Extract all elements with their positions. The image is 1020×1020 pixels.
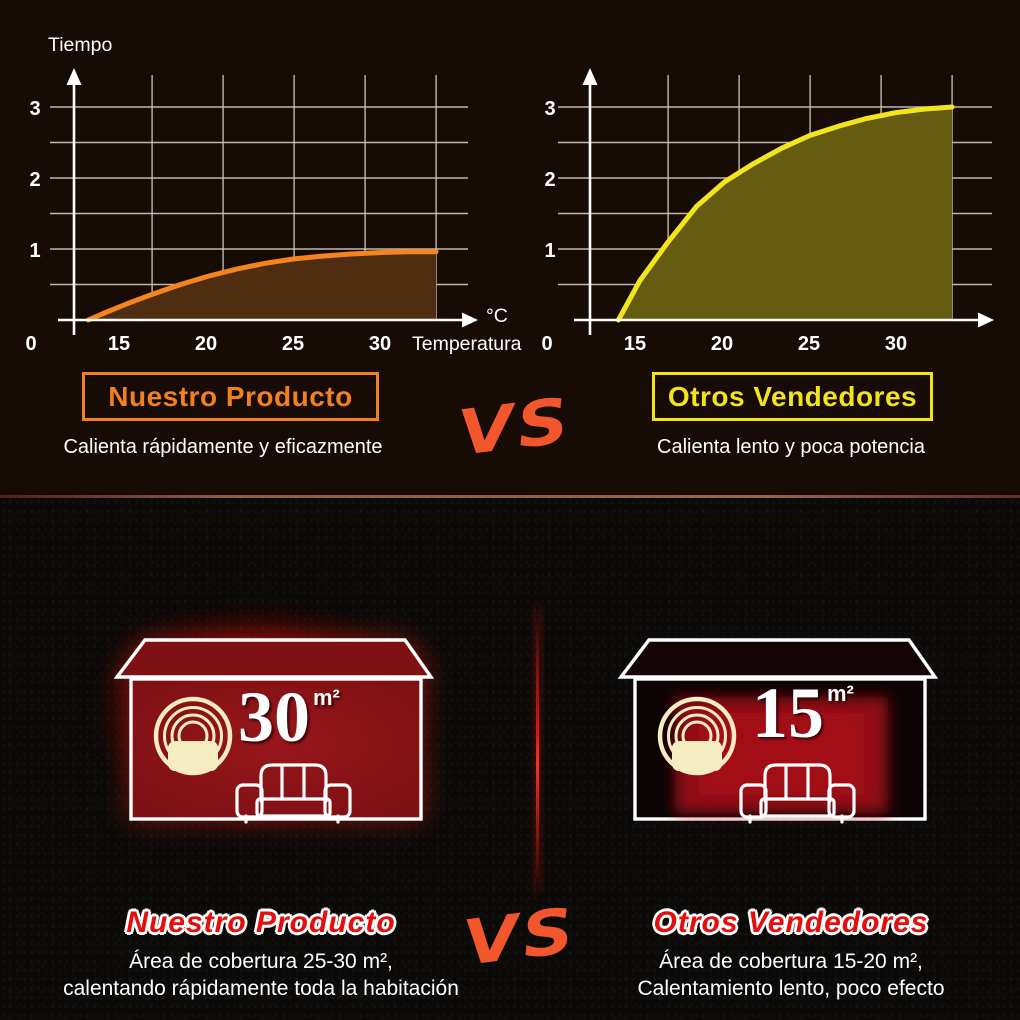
y-tick-label: 1 [29,240,40,262]
area-fill [88,251,437,320]
section-divider [0,495,1020,498]
other-vendors-badge: Otros Vendedores [652,372,933,421]
coverage-area-unit: m² [827,681,854,706]
heater-icon [153,696,233,776]
x-tick-label: 30 [369,333,391,355]
area-fill [618,107,953,320]
other-vendors-caption: Calienta lento y poca potencia [657,436,925,458]
other-vendors-summary-line2: Calentamiento lento, poco efecto [637,977,945,1000]
y-axis-arrow [66,68,82,85]
our-product-summary-line2: calentando rápidamente toda la habitació… [63,977,459,1000]
house-icon [617,638,939,824]
house-roof [113,638,435,679]
heat-coverage-core [699,713,864,795]
house-icon [113,638,435,824]
our-product-summary: Nuestro Producto Área de cobertura 25-30… [21,906,501,1002]
heater-icon [657,696,737,776]
our-product-badge-label: Nuestro Producto [108,380,353,412]
curve-line [85,249,439,323]
coverage-area-label: 15 m² [752,677,854,749]
x-tick-label: 20 [195,333,217,355]
other-vendors-summary-line1: Área de cobertura 15-20 m², [659,950,923,973]
coverage-area-value: 30 [238,677,310,757]
other-vendors-house: 15 m² [584,595,944,830]
other-vendors-badge-label: Otros Vendedores [667,380,918,412]
x-axis-arrow [462,312,478,328]
y-axis-title: Tiempo [48,34,112,56]
center-divider-line [536,606,539,892]
x-axis-unit: °C [486,305,508,327]
origin-tick-label: 0 [25,333,36,355]
y-tick-label: 2 [544,169,555,191]
our-product-badge: Nuestro Producto [82,372,379,421]
x-tick-label: 25 [282,333,304,355]
other-vendors-summary-title: Otros Vendedores [653,906,929,939]
y-tick-label: 2 [29,169,40,191]
x-axis-title: Temperatura [412,333,522,355]
y-axis-arrow [582,68,598,85]
our-product-caption: Calienta rápidamente y eficazmente [63,436,383,458]
coverage-area-unit: m² [313,685,340,710]
y-tick-label: 1 [544,240,555,262]
origin-tick-label: 0 [541,333,552,355]
vs-label-top: VS [454,383,577,470]
y-tick-label: 3 [544,98,555,120]
couch-icon [235,763,352,824]
curve-line [615,104,955,323]
house-roof [617,638,939,679]
y-tick-label: 3 [29,98,40,120]
x-tick-label: 15 [624,333,646,355]
other-vendors-summary: Otros Vendedores Área de cobertura 15-20… [551,906,1020,1002]
x-tick-label: 30 [885,333,907,355]
x-tick-label: 20 [711,333,733,355]
x-tick-label: 25 [798,333,820,355]
x-axis-arrow [978,312,994,328]
our-product-summary-title: Nuestro Producto [126,906,396,939]
coverage-area-label: 30 m² [238,681,340,753]
couch-icon [739,763,856,824]
our-product-house: 30 m² [80,595,440,830]
our-product-summary-line1: Área de cobertura 25-30 m², [129,950,393,973]
x-tick-label: 15 [108,333,130,355]
coverage-area-value: 15 [752,673,824,753]
